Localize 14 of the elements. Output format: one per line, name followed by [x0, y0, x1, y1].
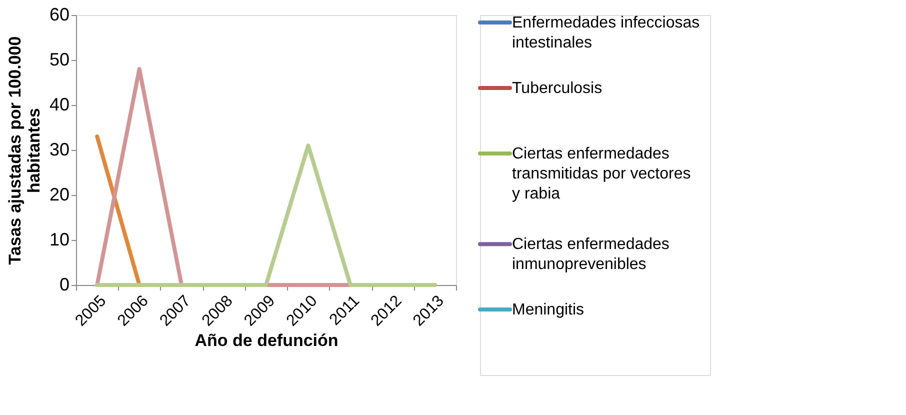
y-tick-label: 20: [49, 184, 70, 204]
y-tick-label: 50: [49, 50, 70, 70]
legend-label: Ciertas enfermedades inmunoprevenibles: [512, 236, 670, 274]
legend-label: Ciertas enfermedades transmitidas por vectores y rabia: [512, 145, 691, 202]
y-tick-label: 0: [59, 274, 70, 294]
legend-label: Enfermedades infecciosas intestinales: [512, 14, 700, 52]
x-axis-title: Año de defunción: [194, 330, 338, 350]
y-tick-label: 30: [49, 140, 70, 160]
y-tick-label: 10: [49, 230, 70, 250]
legend-label: Tuberculosis: [512, 80, 602, 98]
y-tick-label: 40: [49, 94, 70, 114]
y-axis-title: Tasas ajustadas por 100.000 habitantes: [5, 36, 44, 265]
y-tick-label: 60: [49, 4, 70, 24]
legend-label: Meningitis: [512, 302, 584, 319]
